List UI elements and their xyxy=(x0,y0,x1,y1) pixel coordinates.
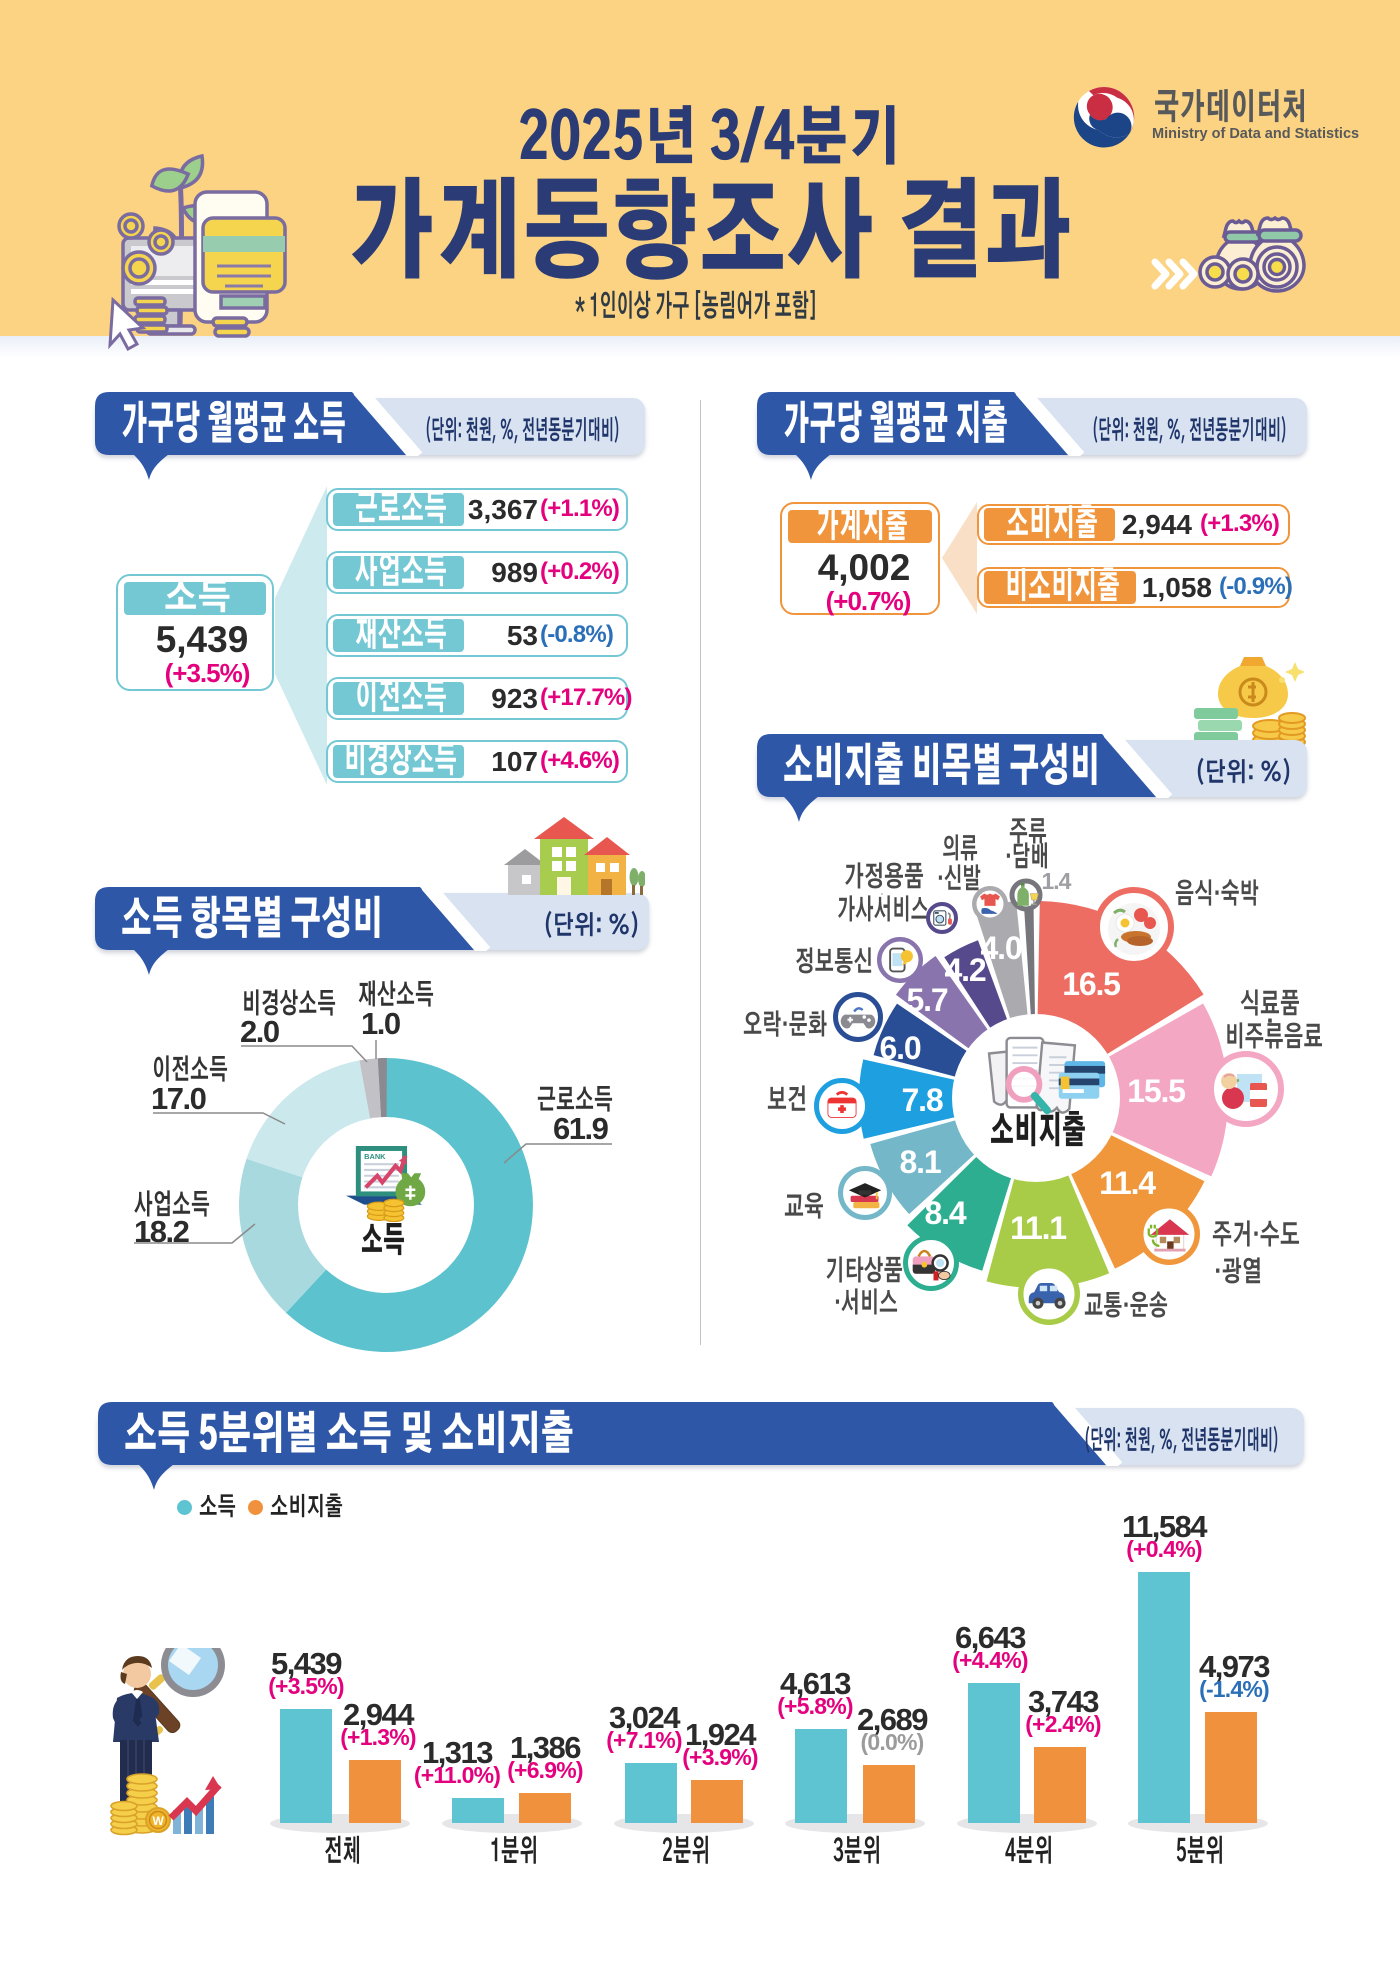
svg-text:W: W xyxy=(153,1814,165,1828)
svg-text:BANK: BANK xyxy=(364,1152,386,1161)
